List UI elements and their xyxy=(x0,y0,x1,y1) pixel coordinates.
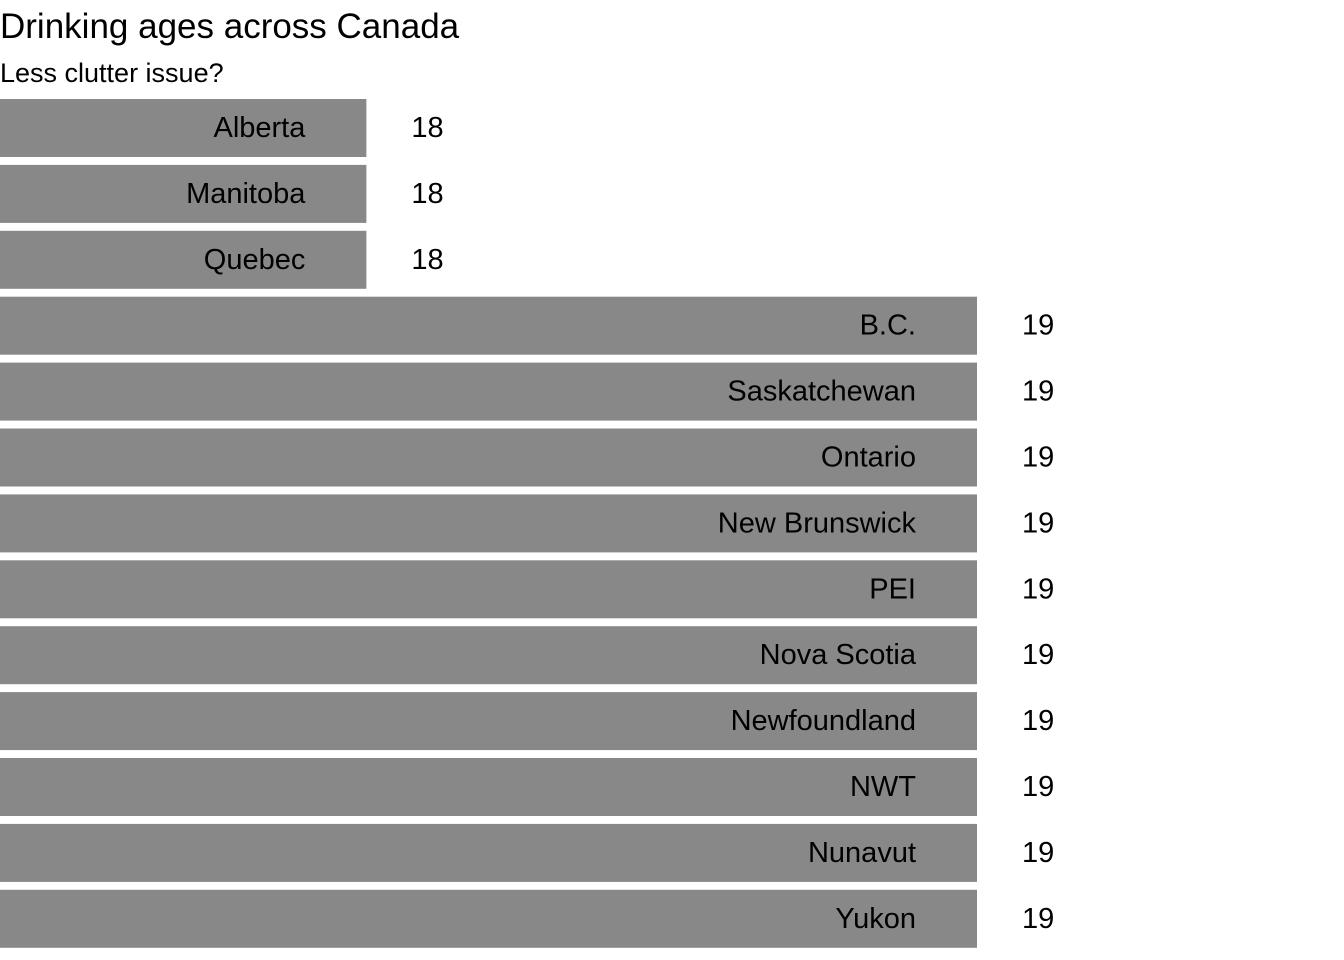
category-label-ontario: Ontario xyxy=(821,442,916,474)
category-label-manitoba: Manitoba xyxy=(186,178,306,210)
value-label-new-brunswick: 19 xyxy=(1022,507,1054,539)
category-label-nova-scotia: Nova Scotia xyxy=(760,639,917,671)
value-label-alberta: 18 xyxy=(411,112,443,144)
bar-alberta xyxy=(0,99,367,157)
bar-nunavut xyxy=(0,823,977,882)
bar-yukon xyxy=(0,889,977,948)
bar-nova-scotia xyxy=(0,626,977,685)
chart-title: Drinking ages across Canada xyxy=(0,7,460,46)
value-label-ontario: 19 xyxy=(1022,442,1054,474)
value-label-nwt: 19 xyxy=(1022,771,1054,803)
bar-pei xyxy=(0,560,977,619)
value-label-manitoba: 18 xyxy=(411,178,443,210)
bar-quebec xyxy=(0,230,367,289)
bar-saskatchewan xyxy=(0,362,977,421)
value-label-quebec: 18 xyxy=(411,244,443,276)
value-label-b-c: 19 xyxy=(1022,310,1054,342)
bar-manitoba xyxy=(0,164,367,223)
category-label-alberta: Alberta xyxy=(213,112,306,144)
bar-b-c xyxy=(0,296,977,355)
category-label-saskatchewan: Saskatchewan xyxy=(727,376,916,408)
category-label-quebec: Quebec xyxy=(204,244,306,276)
value-label-saskatchewan: 19 xyxy=(1022,376,1054,408)
value-label-nova-scotia: 19 xyxy=(1022,639,1054,671)
bar-newfoundland xyxy=(0,692,977,751)
value-label-newfoundland: 19 xyxy=(1022,705,1054,737)
value-label-nunavut: 19 xyxy=(1022,837,1054,869)
category-label-newfoundland: Newfoundland xyxy=(731,705,916,737)
category-label-new-brunswick: New Brunswick xyxy=(718,507,917,539)
value-label-pei: 19 xyxy=(1022,573,1054,605)
value-label-yukon: 19 xyxy=(1022,903,1054,935)
category-label-nwt: NWT xyxy=(850,771,916,803)
bar-nwt xyxy=(0,758,977,816)
chart-subtitle: Less clutter issue? xyxy=(0,58,224,88)
bar-ontario xyxy=(0,428,977,487)
category-label-b-c: B.C. xyxy=(860,310,916,342)
category-label-nunavut: Nunavut xyxy=(808,837,916,869)
bar-new-brunswick xyxy=(0,494,977,553)
category-label-yukon: Yukon xyxy=(835,903,916,935)
category-label-pei: PEI xyxy=(869,573,916,605)
